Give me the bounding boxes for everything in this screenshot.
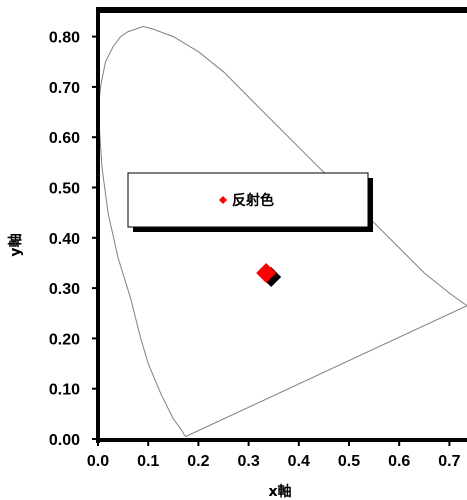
y-tick-label: 0.00 <box>49 432 80 449</box>
data-point <box>256 263 277 284</box>
y-tick-label: 0.10 <box>49 382 80 399</box>
y-tick-label: 0.50 <box>49 181 80 198</box>
legend-entry-label: 反射色 <box>232 192 274 209</box>
x-tick-label: 0.1 <box>137 453 159 470</box>
y-tick-label: 0.20 <box>49 331 80 348</box>
legend-marker <box>219 196 227 204</box>
y-tick-label: 0.70 <box>49 80 80 97</box>
y-axis-ticks: 0.00 0.10 0.20 0.30 0.40 0.50 0.60 0.70 0.80 <box>49 30 98 449</box>
x-tick-label: 0.7 <box>438 453 460 470</box>
y-tick-label: 0.80 <box>49 30 80 47</box>
y-tick-label: 0.40 <box>49 231 80 248</box>
x-axis-ticks: 0.0 0.1 0.2 0.3 0.4 0.5 0.6 0.7 <box>87 440 461 470</box>
x-tick-label: 0.4 <box>288 453 310 470</box>
x-tick-label: 0.3 <box>237 453 259 470</box>
y-tick-label: 0.60 <box>49 130 80 147</box>
x-axis-title: x軸 <box>268 483 291 500</box>
x-tick-label: 0.2 <box>187 453 209 470</box>
x-tick-label: 0.5 <box>338 453 360 470</box>
legend: 反射色 <box>127 172 373 232</box>
legend-box <box>127 172 369 228</box>
y-axis-title: y軸 <box>7 233 24 256</box>
x-tick-label: 0.6 <box>388 453 410 470</box>
y-tick-label: 0.30 <box>49 281 80 298</box>
x-tick-label: 0.0 <box>87 453 109 470</box>
